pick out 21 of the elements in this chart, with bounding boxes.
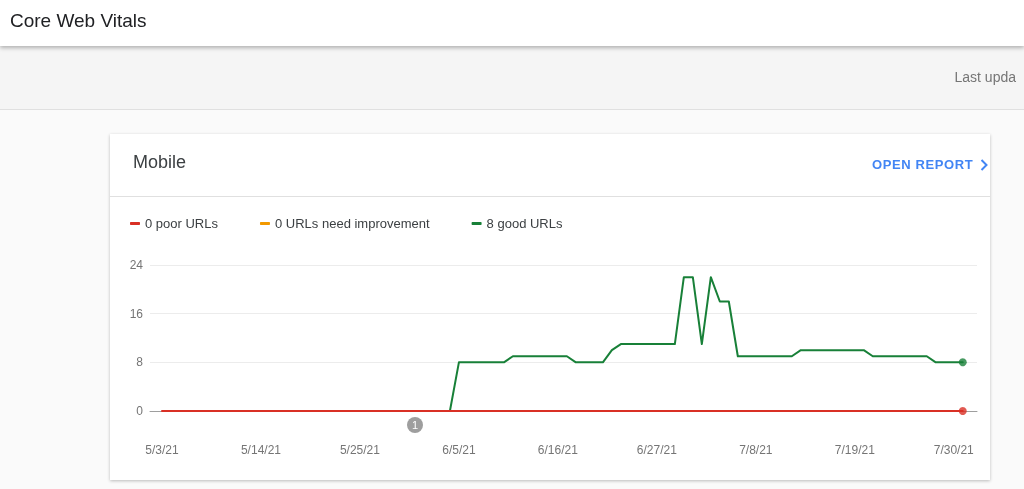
legend-label: 8 good URLs: [486, 216, 563, 231]
x-tick-label: 7/8/21: [739, 443, 773, 457]
x-tick-label: 5/25/21: [339, 443, 381, 457]
y-tick-label: 24: [129, 258, 144, 272]
text: Last upda: [954, 69, 1016, 85]
x-tick-label: 5/14/21: [240, 443, 282, 457]
x-tick-label: 7/19/21: [834, 443, 876, 457]
text: OPEN REPORT: [872, 157, 974, 172]
x-tick-label: 6/5/21: [442, 443, 476, 457]
y-tick-label: 16: [129, 306, 144, 321]
y-tick-label: 0: [136, 404, 144, 418]
legend-label: 0 poor URLs: [145, 216, 219, 231]
chart-subtitle: Mobile: [133, 152, 187, 172]
x-tick-label: 6/16/21: [537, 443, 579, 457]
x-tick-label: 7/30/21: [933, 443, 975, 457]
chart-title: Core Web Vitals: [10, 10, 147, 31]
x-tick-label: 6/27/21: [636, 443, 678, 457]
legend-label: 0 URLs need improvement: [274, 216, 430, 231]
text: 1: [411, 419, 419, 431]
x-tick-label: 5/3/21: [145, 443, 179, 457]
y-tick-label: 8: [136, 355, 144, 370]
